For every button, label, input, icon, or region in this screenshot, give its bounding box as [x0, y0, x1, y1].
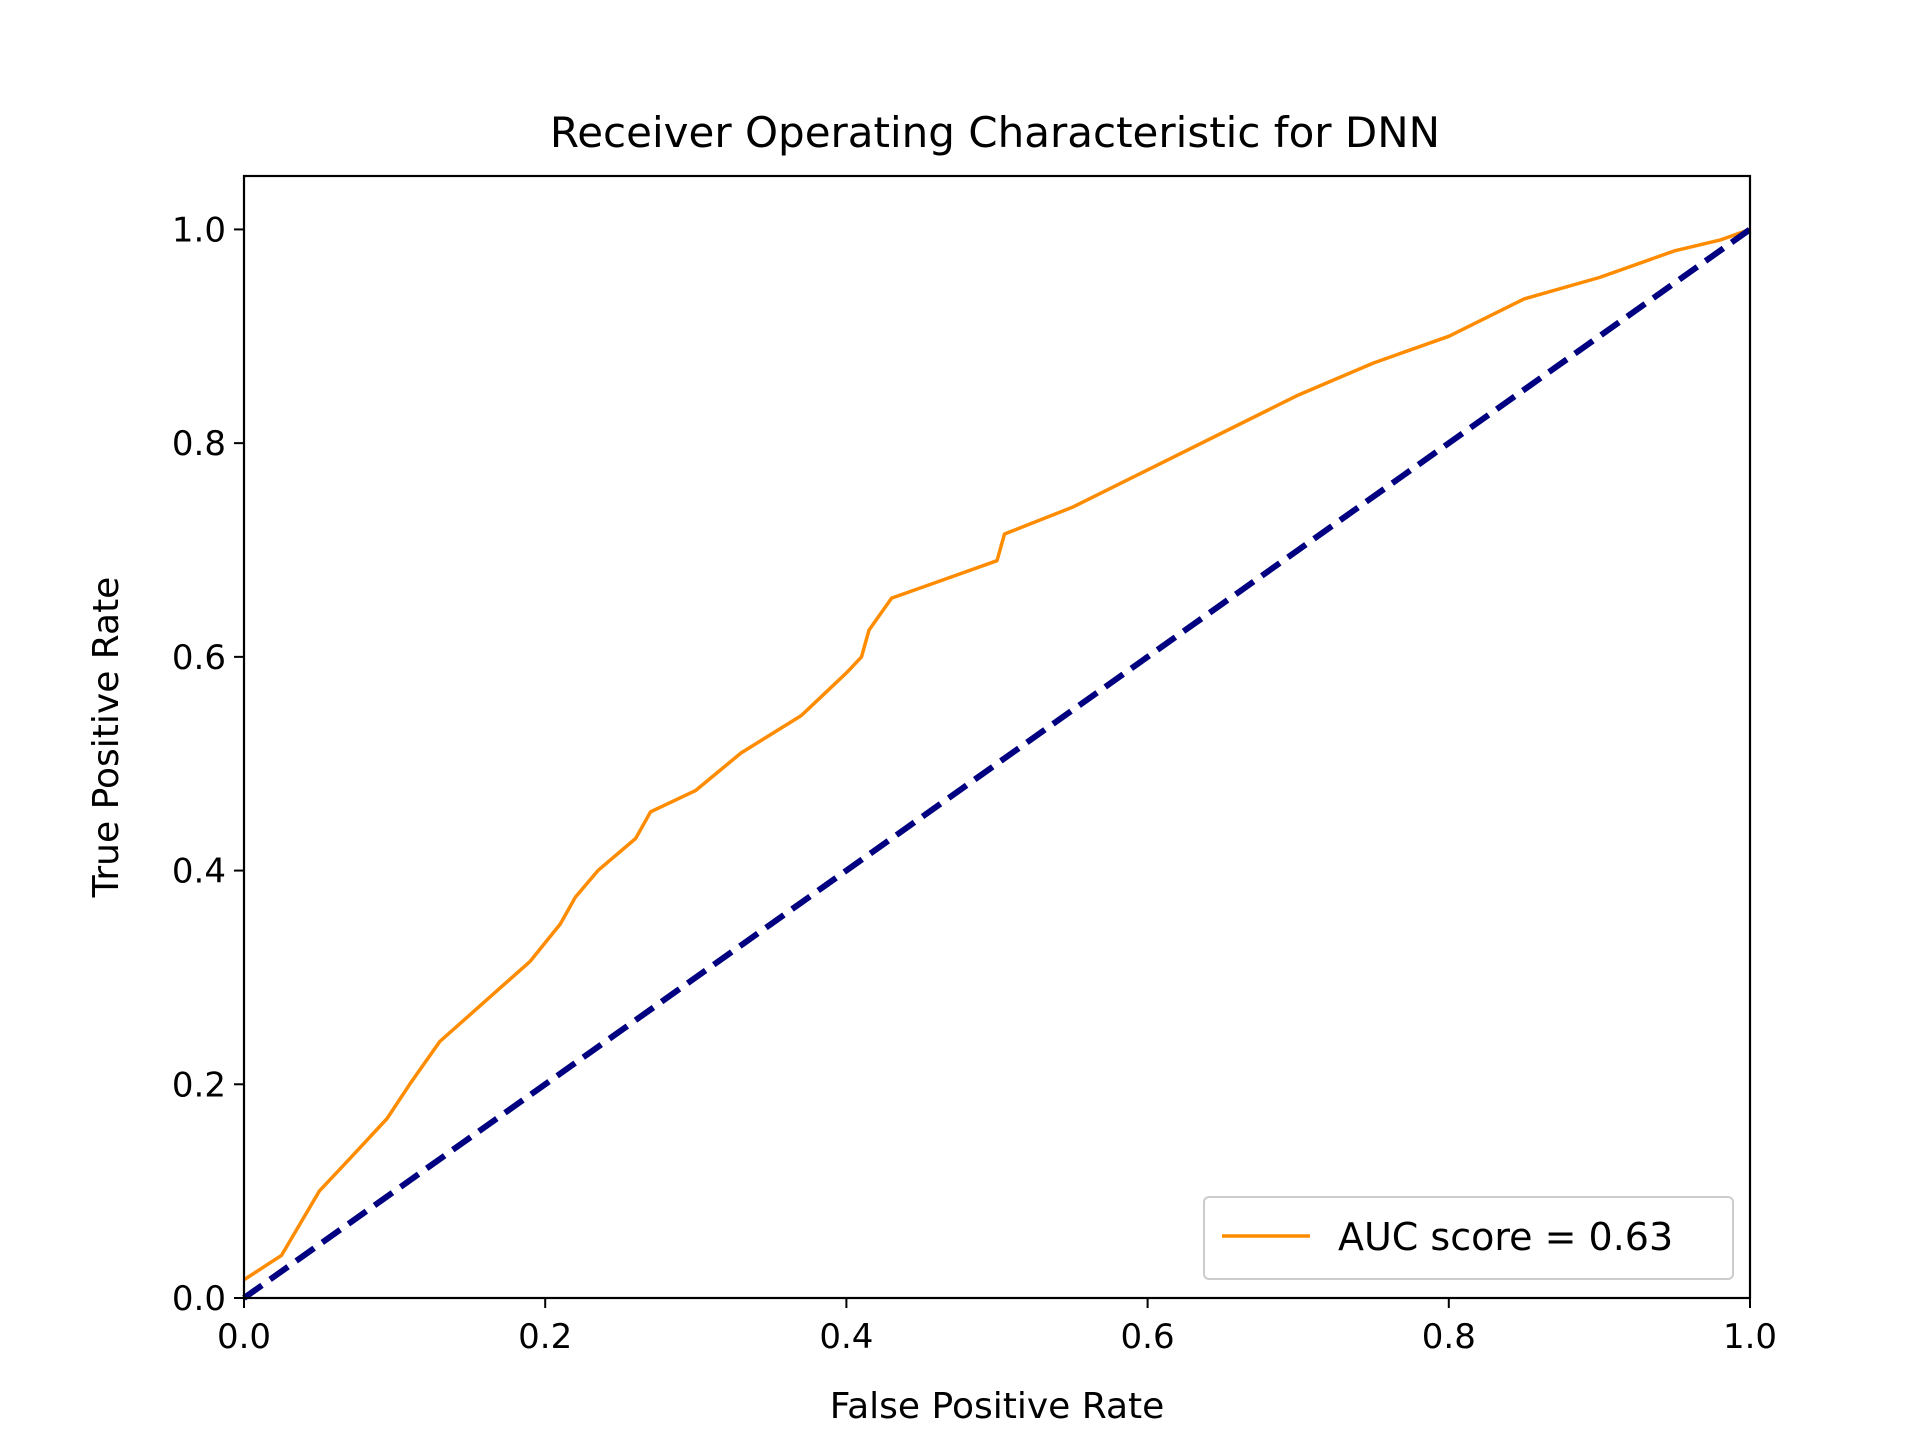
y-axis-title: True Positive Rate: [86, 577, 127, 899]
legend-box: [1203, 1196, 1734, 1280]
chance-diagonal-line: [242, 226, 1752, 1301]
x-tick-label: 0.0: [217, 1317, 271, 1357]
series-layer: [242, 226, 1752, 1301]
y-tick-label: 0.2: [172, 1065, 226, 1105]
y-tick-label: 0.8: [172, 424, 226, 464]
y-tick-label: 1.0: [172, 210, 226, 250]
y-tick-label: 0.0: [172, 1279, 226, 1319]
x-tick-label: 0.8: [1422, 1317, 1476, 1357]
legend-label: AUC score = 0.63: [1338, 1215, 1673, 1259]
x-axis-title: False Positive Rate: [830, 1386, 1165, 1427]
chart-title: Receiver Operating Characteristic for DN…: [550, 108, 1440, 157]
x-tick-label: 0.2: [518, 1317, 572, 1357]
x-tick-label: 0.6: [1121, 1317, 1175, 1357]
legend: AUC score = 0.63: [1203, 1196, 1734, 1280]
y-tick-label: 0.6: [172, 638, 226, 678]
y-tick-label: 0.4: [172, 852, 226, 892]
axes-frame: [242, 174, 1752, 1300]
y-axis-ticks: 0.0 0.2 0.4 0.6 0.8 1.0: [172, 210, 244, 1319]
roc-curve-line: [243, 227, 1751, 1282]
x-tick-label: 1.0: [1723, 1317, 1777, 1357]
x-tick-label: 0.4: [819, 1317, 873, 1357]
x-axis-ticks: 0.0 0.2 0.4 0.6 0.8 1.0: [217, 1298, 1777, 1357]
